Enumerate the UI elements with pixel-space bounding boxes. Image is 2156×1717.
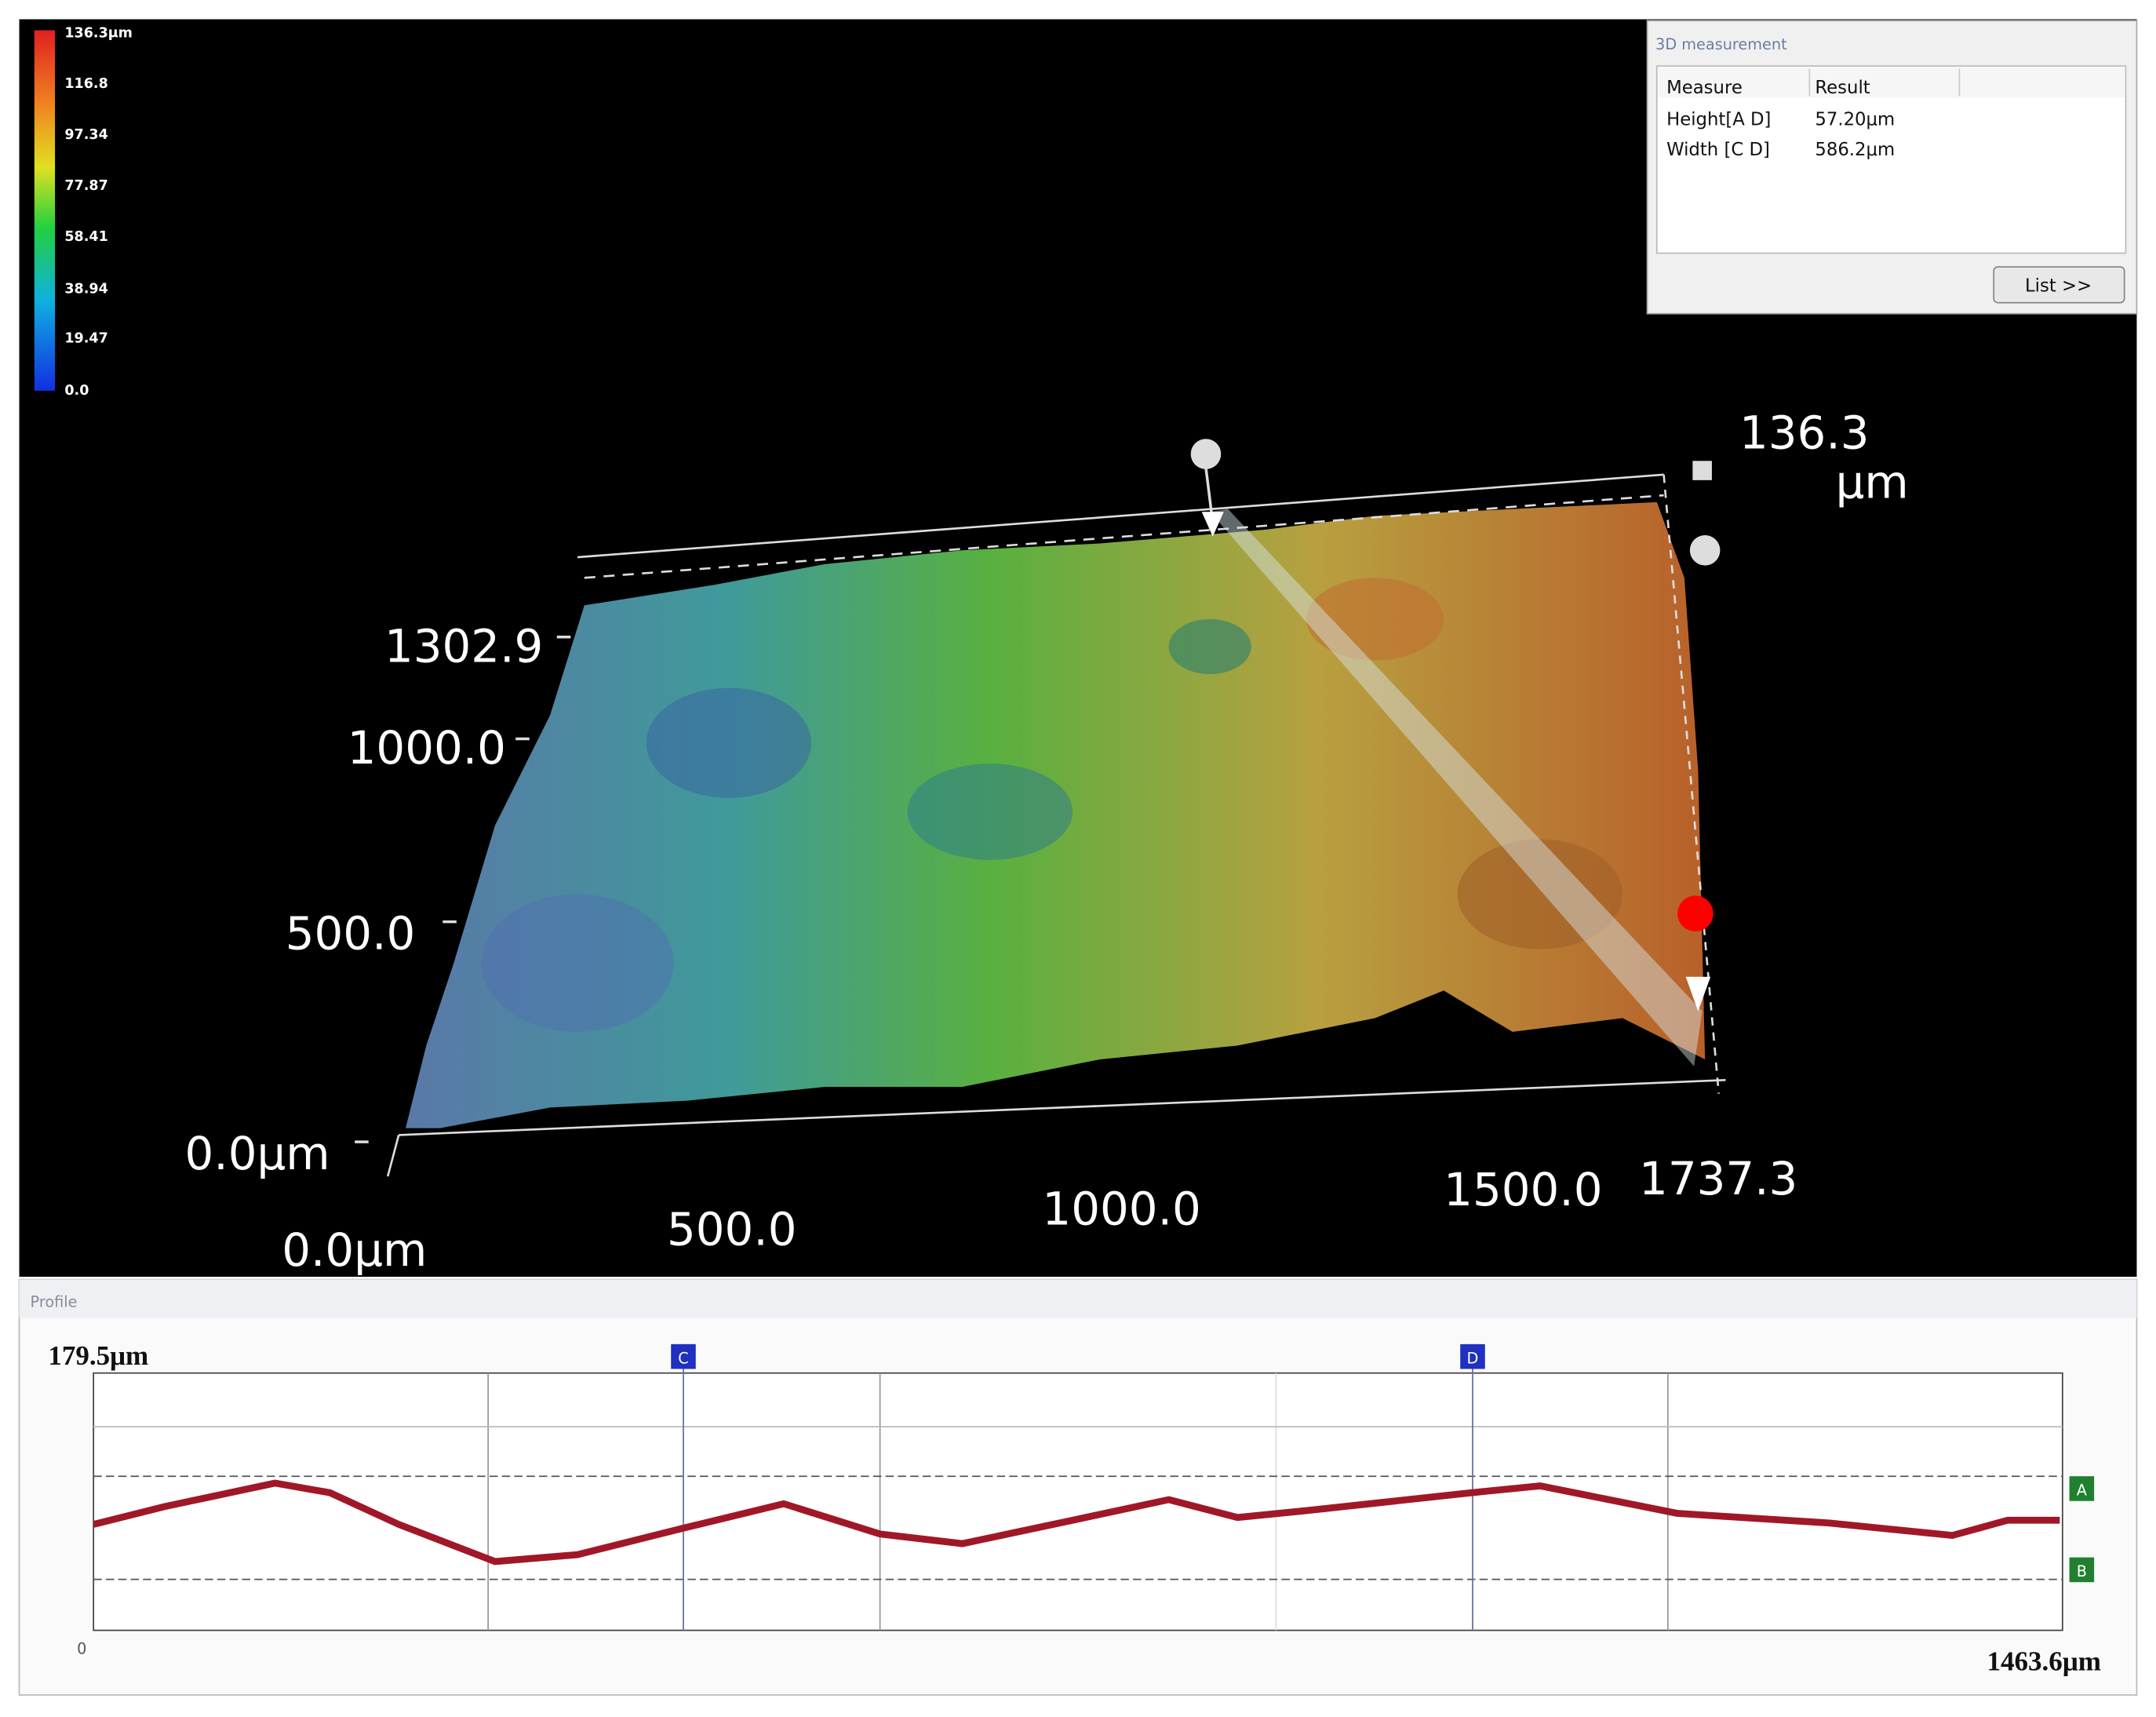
cell: 586.2μm [1815, 140, 1895, 160]
colorbar-label: 77.87 [64, 178, 107, 194]
colorbar [34, 30, 56, 391]
marker-label: C [678, 1349, 688, 1367]
list-button[interactable]: List >> [1993, 266, 2125, 304]
y-label: 500.0 [286, 907, 416, 961]
z-unit-label: μm [1836, 456, 1909, 509]
colorbar-label: 58.41 [64, 229, 107, 245]
button-label[interactable]: List >> [2025, 276, 2092, 297]
x-label: 1000.0 [1042, 1182, 1200, 1235]
colorbar-label: 0.0 [64, 383, 89, 399]
cell: Width [C D] [1666, 140, 1770, 160]
y-label: 1000.0 [348, 721, 506, 775]
x-label: 1500.0 [1444, 1163, 1602, 1216]
surface-3d [386, 439, 1726, 1177]
colorbar-label: 136.3μm [64, 25, 133, 41]
marker-label: A [2077, 1482, 2088, 1500]
column-header: Result [1815, 78, 1870, 98]
x-label: 0.0μm [282, 1223, 427, 1277]
colorbar-label: 19.47 [64, 331, 107, 347]
colorbar-label: 97.34 [64, 127, 107, 143]
cell: Height[A D] [1666, 110, 1771, 130]
z-max-label: 136.3 [1739, 406, 1870, 460]
marker-label: B [2077, 1562, 2087, 1580]
x-label: 500.0 [667, 1203, 797, 1256]
panel-title: Profile [31, 1293, 78, 1311]
colorbar-label: 38.94 [64, 281, 107, 297]
y-label: 0.0μm [185, 1127, 330, 1180]
y-label: 1302.9 [384, 619, 543, 673]
x-label: 1737.3 [1639, 1152, 1797, 1205]
marker-label: D [1467, 1349, 1479, 1367]
cell: 57.20μm [1815, 110, 1895, 130]
panel-title: 3D measurement [1655, 35, 1787, 53]
profile-x-max: 1463.6μm [1987, 1646, 2100, 1676]
profile-y-max: 179.5μm [48, 1340, 148, 1371]
axis-3d-labels: 136.3 μm 1302.9 1000.0 500.0 0.0μm 0.0μm… [185, 406, 1909, 1277]
colorbar-label: 116.8 [64, 76, 107, 92]
colorbar-labels: 136.3μm 116.8 97.34 77.87 58.41 38.94 19… [64, 25, 133, 399]
column-header: Measure [1666, 78, 1743, 98]
profile-panel: Profile C D A B 179.5μm 0 1463.6μm [18, 1278, 2138, 1696]
measurement-panel: 3D measurement Measure Result Height[A D… [1646, 20, 2138, 315]
axis-3d-ticks [355, 635, 571, 1143]
profile-origin: 0 [77, 1639, 86, 1657]
